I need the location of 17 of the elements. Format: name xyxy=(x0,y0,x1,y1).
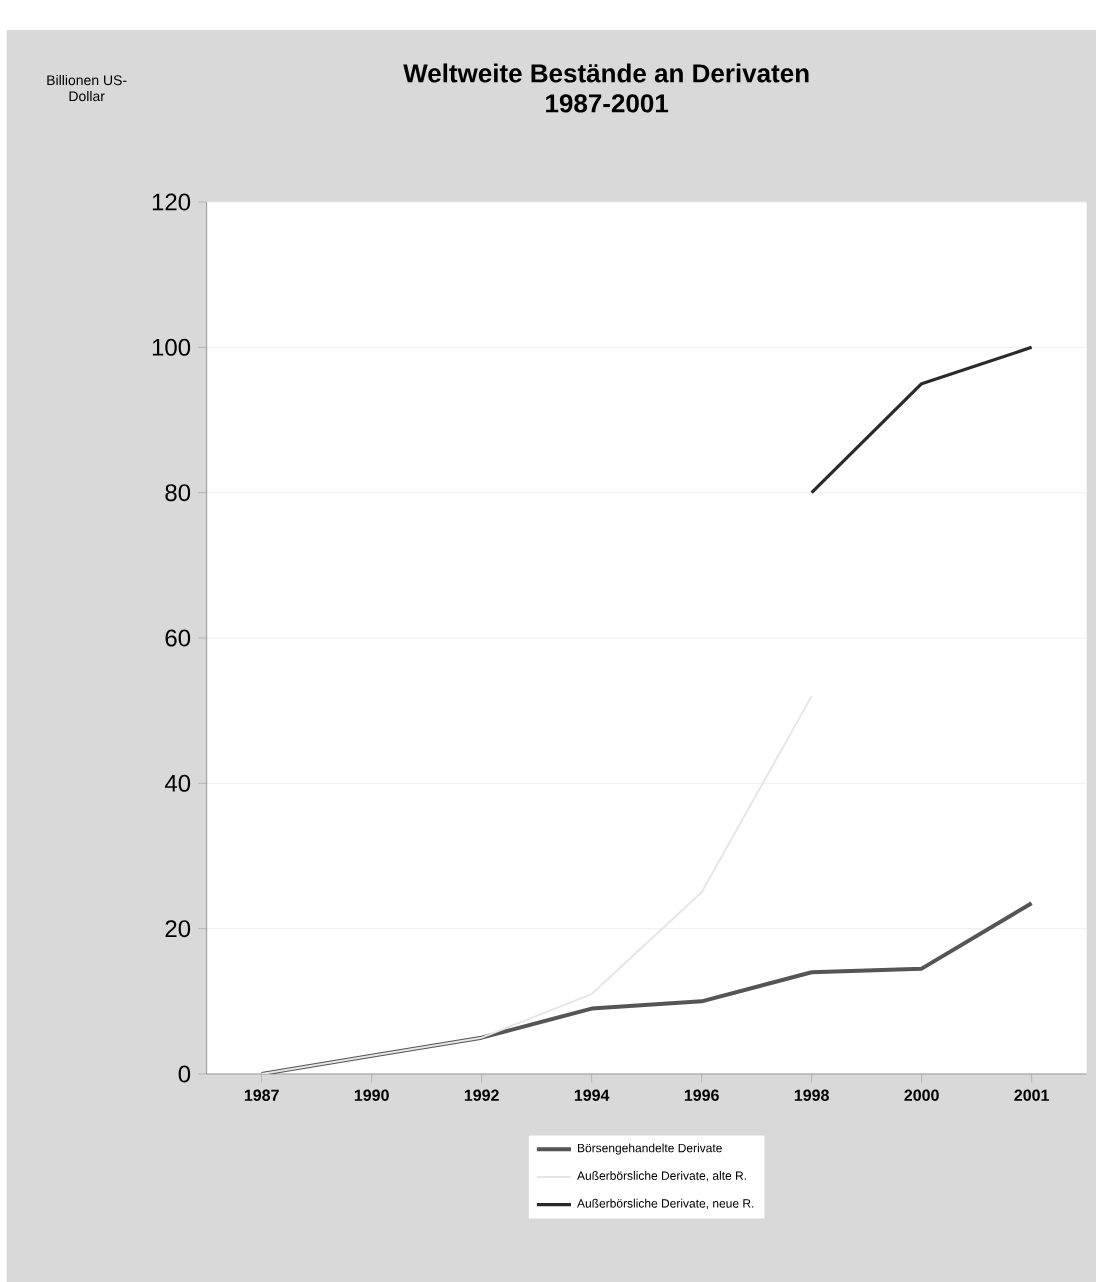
line-series xyxy=(259,901,1034,1074)
x-tick-label: 1998 xyxy=(794,1089,829,1101)
x-tick-label: 1992 xyxy=(464,1089,499,1101)
x-tick-label: 2001 xyxy=(1014,1089,1049,1101)
x-tick-label: 1990 xyxy=(354,1089,389,1101)
y-tick-label: 80 xyxy=(165,484,190,502)
y-tick-label: 20 xyxy=(165,920,190,938)
x-tick-label: 2000 xyxy=(904,1089,939,1101)
y-tick-label: 0 xyxy=(178,1065,190,1083)
x-tick-label: 1994 xyxy=(574,1089,610,1101)
x-tick-label: 1996 xyxy=(684,1089,719,1101)
chart-title: Weltweite Bestände an Derivaten 1987-2001 xyxy=(402,63,809,113)
y-tick-label: 100 xyxy=(152,338,190,356)
y-tick-label: 60 xyxy=(165,629,190,647)
y-tick-label: 40 xyxy=(164,774,190,792)
y-tick-label: 120 xyxy=(152,193,190,211)
x-tick-label: 1987 xyxy=(244,1089,279,1101)
